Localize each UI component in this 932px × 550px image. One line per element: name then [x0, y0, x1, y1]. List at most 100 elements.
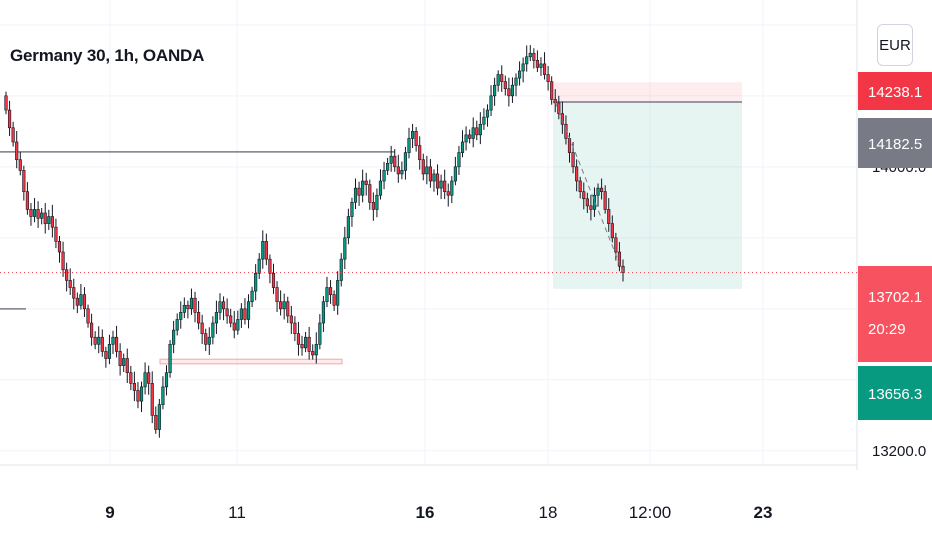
candle	[496, 70, 500, 92]
candle-body	[525, 56, 529, 65]
candle	[446, 183, 450, 207]
candle	[314, 332, 318, 364]
candle	[65, 262, 69, 292]
price-tag-background	[858, 266, 932, 362]
candle-body	[410, 131, 415, 139]
candle	[214, 300, 219, 335]
candle	[82, 287, 87, 317]
candle-body	[468, 134, 472, 139]
candle-body	[239, 308, 243, 320]
candle-body	[382, 170, 386, 182]
candle-body	[575, 166, 579, 182]
candle-body	[400, 170, 404, 175]
candle	[40, 208, 44, 225]
candle-body	[603, 191, 607, 210]
candle-body	[122, 358, 126, 366]
candle-body	[550, 81, 554, 100]
candle-body	[514, 77, 518, 86]
candle	[197, 301, 201, 330]
candle	[300, 335, 304, 356]
candle	[15, 130, 19, 169]
candle-body	[29, 209, 33, 217]
candle	[129, 365, 133, 391]
candle-body	[610, 223, 614, 239]
candle-body	[614, 237, 618, 253]
candle-body	[104, 351, 108, 359]
candle	[364, 172, 368, 196]
candle	[507, 77, 511, 107]
candle-body	[250, 290, 254, 303]
candle	[261, 230, 265, 269]
candle-body	[90, 322, 94, 338]
candle-body	[207, 336, 211, 345]
price-tag: 13656.3	[858, 366, 932, 420]
candle	[157, 398, 161, 438]
candle-body	[229, 315, 233, 324]
candle-body	[32, 209, 37, 217]
candle-body	[303, 336, 308, 349]
candle	[289, 305, 293, 335]
candle-body	[364, 180, 368, 185]
candle	[311, 344, 315, 360]
candle-body	[571, 152, 575, 168]
candle	[32, 198, 37, 223]
x-tick-label: 16	[416, 503, 435, 522]
candle-body	[582, 191, 586, 200]
candle-body	[147, 372, 151, 384]
candle-body	[353, 187, 358, 203]
candle	[421, 153, 425, 181]
candle-body	[510, 84, 515, 97]
candle	[75, 292, 79, 314]
currency-badge[interactable]: EUR	[877, 24, 913, 66]
candle-body	[47, 216, 51, 224]
candle-body	[289, 315, 293, 324]
candle	[254, 264, 258, 301]
candle	[139, 381, 144, 413]
candle-body	[578, 180, 582, 192]
candle-body	[343, 237, 347, 260]
candle-body	[528, 52, 532, 58]
candle-body	[211, 322, 215, 338]
candle-body	[186, 304, 190, 310]
candle	[346, 208, 350, 245]
candle	[550, 76, 554, 105]
candle	[303, 331, 308, 353]
candle-body	[296, 333, 301, 345]
candle	[186, 300, 190, 319]
candle-body	[396, 166, 400, 175]
candle	[596, 183, 600, 207]
candle	[432, 169, 436, 192]
candle	[517, 61, 522, 86]
candle	[443, 169, 447, 200]
candle-body	[179, 312, 183, 320]
price-tag-value: 14238.1	[868, 84, 922, 101]
candle	[225, 298, 229, 324]
candle-body	[421, 159, 425, 175]
candle-body	[243, 308, 247, 320]
chart-title: Germany 30, 1h, OANDA	[10, 46, 205, 65]
candle	[603, 185, 607, 214]
price-tag-value: 13702.1	[868, 289, 922, 306]
candle	[425, 155, 429, 185]
candle-body	[257, 258, 261, 274]
candle	[610, 215, 614, 243]
candle-body	[464, 134, 468, 143]
candle-body	[93, 336, 97, 345]
price-tag: 14182.5	[858, 118, 932, 168]
candle	[353, 178, 358, 210]
candle-body	[557, 102, 561, 114]
candle-body	[432, 173, 436, 182]
candle	[4, 91, 8, 115]
candle	[493, 77, 497, 106]
candle-body	[43, 212, 47, 224]
candle	[489, 85, 493, 117]
candle	[503, 75, 507, 96]
candle-body	[11, 127, 15, 143]
candle-body	[500, 74, 504, 82]
candle-body	[82, 294, 87, 310]
candle	[482, 108, 486, 130]
time-axis[interactable]: 9 11 16 18 12:00 23	[105, 503, 772, 522]
candle-body	[40, 212, 44, 219]
candle	[307, 326, 311, 360]
